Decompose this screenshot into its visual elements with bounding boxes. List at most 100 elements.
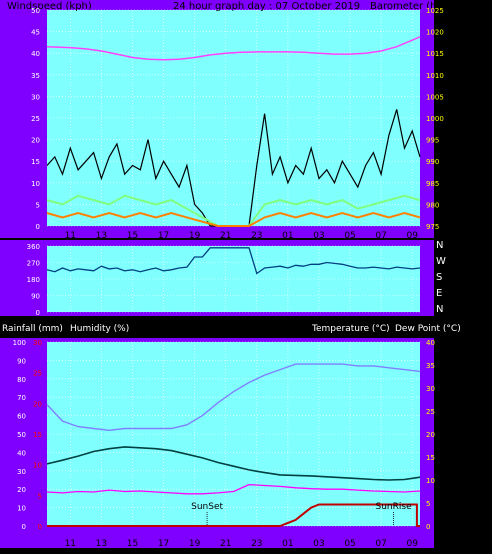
temperature-tick-label: 0	[426, 523, 430, 531]
x-tick-label: 21	[220, 231, 231, 241]
humidity-tick-label: 30	[17, 468, 26, 476]
temperature-tick-label: 35	[426, 362, 435, 370]
x-tick-label: 17	[158, 539, 169, 549]
windspeed-tick-label: 25	[31, 115, 40, 123]
x-tick-label: 03	[313, 539, 324, 549]
windspeed-tick-label: 30	[31, 93, 40, 101]
windspeed-tick-label: 5	[36, 201, 40, 209]
barometer-tick-label: 1005	[426, 93, 444, 101]
direction-grid	[47, 245, 420, 313]
dewpoint-label: Dew Point (°C)	[395, 324, 461, 334]
x-tick-label: 01	[282, 231, 293, 241]
barometer-label: Barometer (hpa)	[370, 1, 453, 12]
temperature-y-axis-right: 0 5 10 15 20 25 30 35 40	[426, 339, 435, 531]
sunset-label: SunSet	[191, 502, 223, 512]
x-tick-label: 09	[407, 231, 419, 241]
humidity-tick-label: 100	[13, 339, 26, 347]
compass-label: N	[436, 240, 443, 251]
wind-direction-line	[46, 247, 421, 275]
rainfall-tick-label: 25	[33, 370, 42, 378]
compass-label: S	[436, 272, 442, 283]
graph-title: 24 hour graph day : 07 October 2019	[173, 1, 360, 12]
temperature-line	[46, 446, 421, 481]
humidity-tick-label: 10	[17, 505, 26, 513]
temperature-tick-label: 40	[426, 339, 435, 347]
humidity-tick-label: 70	[17, 394, 26, 402]
x-tick-label: 01	[282, 539, 293, 549]
humidity-tick-label: 40	[17, 449, 26, 457]
x-tick-label: 03	[313, 231, 324, 241]
barometer-tick-label: 980	[426, 201, 439, 209]
compass-label: N	[436, 304, 443, 315]
direction-y-axis: 0 90 180 270 360	[27, 243, 40, 317]
x-tick-label: 17	[158, 231, 169, 241]
wind-y-axis-left: 0 5 10 15 20 25 30 35 40 45 50	[31, 7, 40, 231]
barometer-y-axis-right: 975 980 985 990 995 1000 1005 1010 1015 1020 1025	[426, 7, 444, 231]
windspeed-tick-label: 20	[31, 137, 40, 145]
direction-tick-label: 180	[27, 276, 40, 284]
direction-tick-label: 90	[31, 293, 40, 301]
temperature-tick-label: 25	[426, 408, 435, 416]
humidity-tick-label: 90	[17, 357, 26, 365]
x-tick-label: 15	[127, 231, 138, 241]
rainfall-tick-label: 10	[33, 462, 42, 470]
direction-tick-label: 270	[27, 260, 40, 268]
compass-label: E	[436, 288, 442, 299]
humidity-tick-label: 60	[17, 413, 26, 421]
rainfall-y-axis: 0 5 10 15 20 25 30	[33, 339, 42, 531]
x-tick-label: 19	[189, 231, 201, 241]
windspeed-tick-label: 40	[31, 50, 40, 58]
x-tick-label: 19	[189, 539, 201, 549]
rainfall-tick-label: 30	[33, 339, 42, 347]
temperature-tick-label: 5	[426, 500, 430, 508]
x-tick-label: 05	[344, 539, 355, 549]
barometer-tick-label: 1015	[426, 50, 444, 58]
x-tick-label: 07	[375, 539, 386, 549]
direction-series	[46, 247, 421, 275]
x-tick-label: 11	[65, 231, 76, 241]
x-tick-label: 11	[65, 539, 76, 549]
windspeed-label: Windspeed (kph)	[7, 1, 92, 12]
humidity-tick-label: 20	[17, 486, 26, 494]
x-tick-label: 07	[375, 231, 386, 241]
temperature-tick-label: 30	[426, 385, 435, 393]
rainfall-label: Rainfall (mm)	[2, 324, 63, 334]
barometer-tick-label: 1020	[426, 29, 444, 37]
sunrise-label: SunRise	[376, 502, 413, 512]
temp-x-axis: 11 13 15 17 19 21 23 01 03 05 07 09	[65, 539, 419, 549]
x-tick-label: 21	[220, 539, 231, 549]
humidity-tick-label: 80	[17, 376, 26, 384]
barometer-tick-label: 1010	[426, 72, 444, 80]
rainfall-tick-label: 20	[33, 400, 42, 408]
humidity-tick-label: 0	[22, 523, 26, 531]
wind-series	[46, 36, 421, 227]
humidity-label: Humidity (%)	[70, 324, 129, 334]
sun-markers: SunSet SunRise	[191, 502, 412, 526]
direction-tick-label: 360	[27, 243, 40, 251]
temperature-label: Temperature (°C)	[311, 324, 390, 334]
windspeed-tick-label: 35	[31, 72, 40, 80]
windspeed-tick-label: 45	[31, 29, 40, 37]
wind-x-axis: 11 13 15 17 19 21 23 01 03 05 07 09	[65, 231, 419, 241]
humidity-line	[46, 363, 421, 432]
humidity-y-axis: 0 10 20 30 40 50 60 70 80 90 100	[13, 339, 26, 531]
x-tick-label: 23	[251, 539, 262, 549]
windspeed-tick-label: 15	[31, 158, 40, 166]
windspeed-tick-label: 10	[31, 180, 40, 188]
humidity-tick-label: 50	[17, 431, 26, 439]
barometer-tick-label: 1000	[426, 115, 444, 123]
barometer-tick-label: 990	[426, 158, 439, 166]
temperature-tick-label: 20	[426, 431, 435, 439]
rainfall-tick-label: 0	[38, 523, 42, 531]
x-tick-label: 09	[407, 539, 419, 549]
barometer-tick-label: 985	[426, 180, 439, 188]
x-tick-label: 23	[251, 231, 262, 241]
barometer-line	[46, 36, 421, 61]
temperature-tick-label: 15	[426, 454, 435, 462]
barometer-tick-label: 1025	[426, 7, 444, 15]
x-tick-label: 13	[96, 231, 107, 241]
wind-avg-line	[46, 211, 421, 227]
barometer-tick-label: 975	[426, 223, 439, 231]
